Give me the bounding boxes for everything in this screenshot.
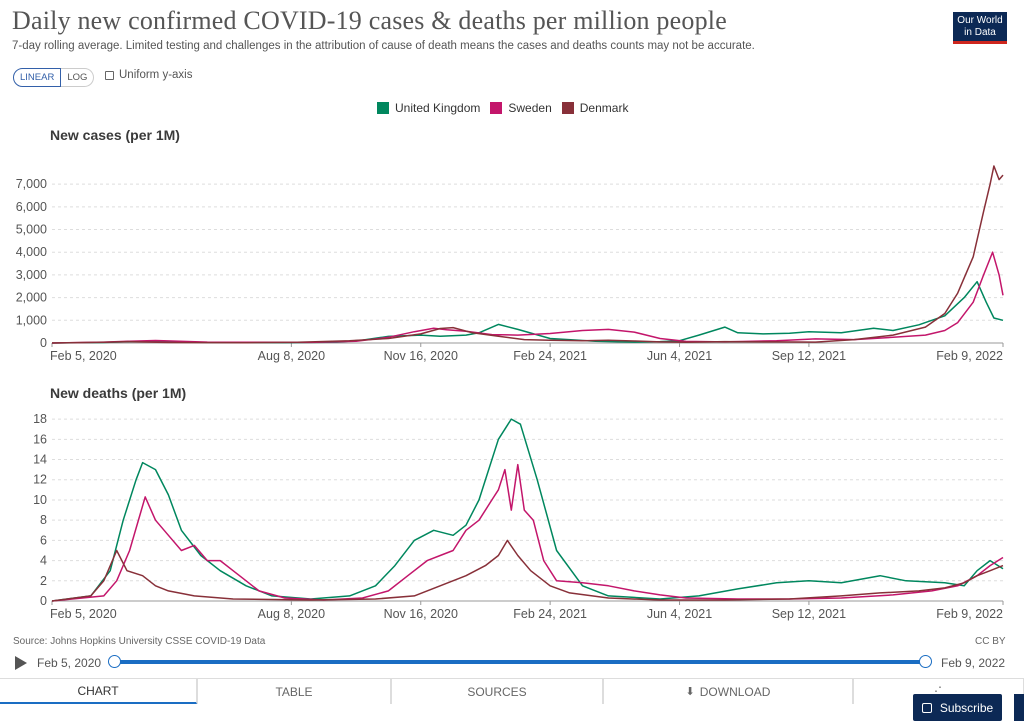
timeline-start-handle[interactable] bbox=[108, 655, 121, 668]
legend-label-sweden: Sweden bbox=[508, 101, 552, 115]
cases-x-tick-label: Feb 9, 2022 bbox=[936, 349, 1003, 363]
cases-line-denmark bbox=[51, 165, 1004, 344]
deaths-y-tick-label: 2 bbox=[40, 574, 47, 588]
legend-item-sweden[interactable]: Sweden bbox=[490, 101, 552, 115]
deaths-x-tick-label: Feb 9, 2022 bbox=[936, 607, 1003, 621]
tab-table[interactable]: TABLE bbox=[197, 678, 391, 704]
legend-item-uk[interactable]: United Kingdom bbox=[377, 101, 480, 115]
cases-y-tick-label: 0 bbox=[40, 336, 47, 350]
timeline-track[interactable] bbox=[114, 660, 926, 664]
legend: United Kingdom Sweden Denmark bbox=[377, 101, 638, 115]
legend-label-uk: United Kingdom bbox=[395, 101, 481, 115]
cases-x-tick-label: Nov 16, 2020 bbox=[384, 349, 458, 363]
cases-panel-title: New cases (per 1M) bbox=[50, 127, 180, 143]
deaths-x-tick-label: Jun 4, 2021 bbox=[647, 607, 712, 621]
source-note: Source: Johns Hopkins University CSSE CO… bbox=[13, 636, 266, 647]
subscribe-button[interactable]: Subscribe bbox=[913, 694, 1002, 721]
deaths-y-tick-label: 8 bbox=[40, 513, 47, 527]
subscribe-icon bbox=[921, 702, 932, 713]
checkbox-icon[interactable] bbox=[105, 70, 114, 80]
cases-y-tick-label: 6,000 bbox=[16, 200, 47, 214]
deaths-panel-title: New deaths (per 1M) bbox=[50, 385, 187, 401]
deaths-y-tick-label: 4 bbox=[40, 554, 47, 568]
chart-title: Daily new confirmed COVID-19 cases & dea… bbox=[12, 6, 727, 35]
cases-x-tick-label: Feb 5, 2020 bbox=[50, 349, 117, 363]
deaths-line-united-kingdom bbox=[51, 418, 1004, 602]
cases-y-tick-label: 2,000 bbox=[16, 291, 47, 305]
legend-swatch-denmark bbox=[561, 102, 574, 114]
deaths-x-tick-label: Sep 12, 2021 bbox=[772, 607, 846, 621]
uniform-y-axis-toggle[interactable]: Uniform y-axis bbox=[105, 69, 192, 81]
cases-x-tick-label: Sep 12, 2021 bbox=[772, 349, 846, 363]
scale-toggle: LINEAR LOG bbox=[13, 68, 95, 87]
legend-swatch-sweden bbox=[490, 102, 503, 114]
logo-line-2: in Data bbox=[964, 27, 996, 38]
deaths-x-tick-label: Aug 8, 2020 bbox=[258, 607, 325, 621]
deaths-x-tick-label: Feb 5, 2020 bbox=[50, 607, 117, 621]
uniform-y-axis-label: Uniform y-axis bbox=[119, 69, 193, 81]
cases-x-tick-label: Jun 4, 2021 bbox=[647, 349, 712, 363]
tab-download-label: DOWNLOAD bbox=[699, 684, 771, 699]
tab-bar: CHART TABLE SOURCES ⬇ DOWNLOAD bbox=[0, 678, 1024, 704]
cases-y-tick-label: 3,000 bbox=[16, 268, 47, 282]
cases-x-tick-label: Feb 24, 2021 bbox=[513, 349, 587, 363]
chart-subtitle: 7-day rolling average. Limited testing a… bbox=[12, 40, 755, 52]
subscribe-label: Subscribe bbox=[939, 700, 994, 715]
secondary-button[interactable] bbox=[1014, 694, 1024, 721]
license-link[interactable]: CC BY bbox=[975, 636, 1006, 647]
download-icon: ⬇ bbox=[685, 686, 695, 698]
owid-logo[interactable]: Our World in Data bbox=[953, 12, 1007, 44]
deaths-x-tick-label: Nov 16, 2020 bbox=[384, 607, 458, 621]
cases-y-tick-label: 7,000 bbox=[16, 177, 47, 191]
legend-swatch-uk bbox=[377, 102, 389, 114]
deaths-y-tick-label: 14 bbox=[33, 453, 47, 467]
deaths-y-tick-label: 10 bbox=[33, 493, 47, 507]
timeline-start-label: Feb 5, 2020 bbox=[37, 656, 102, 670]
deaths-y-tick-label: 18 bbox=[33, 412, 47, 426]
cases-y-tick-label: 5,000 bbox=[16, 223, 47, 237]
deaths-line-denmark bbox=[51, 539, 1004, 602]
timeline-end-handle[interactable] bbox=[919, 655, 932, 668]
deaths-y-tick-label: 16 bbox=[33, 432, 47, 446]
cases-line-united-kingdom bbox=[51, 280, 1004, 344]
timeline-end-label: Feb 9, 2022 bbox=[941, 656, 1006, 670]
cases-y-tick-label: 4,000 bbox=[16, 245, 47, 259]
cases-x-tick-label: Aug 8, 2020 bbox=[258, 349, 325, 363]
legend-item-denmark[interactable]: Denmark bbox=[561, 101, 629, 115]
deaths-y-tick-label: 0 bbox=[40, 594, 47, 608]
legend-label-denmark: Denmark bbox=[579, 101, 629, 115]
log-button[interactable]: LOG bbox=[61, 68, 95, 87]
play-icon[interactable] bbox=[15, 656, 27, 670]
deaths-y-tick-label: 6 bbox=[40, 533, 47, 547]
deaths-y-tick-label: 12 bbox=[33, 473, 47, 487]
tab-sources[interactable]: SOURCES bbox=[391, 678, 603, 704]
tab-download[interactable]: ⬇ DOWNLOAD bbox=[603, 678, 853, 704]
tab-chart[interactable]: CHART bbox=[0, 678, 197, 704]
logo-line-1: Our World bbox=[957, 15, 1003, 26]
cases-y-tick-label: 1,000 bbox=[16, 313, 47, 327]
linear-button[interactable]: LINEAR bbox=[13, 68, 62, 87]
deaths-x-tick-label: Feb 24, 2021 bbox=[513, 607, 587, 621]
